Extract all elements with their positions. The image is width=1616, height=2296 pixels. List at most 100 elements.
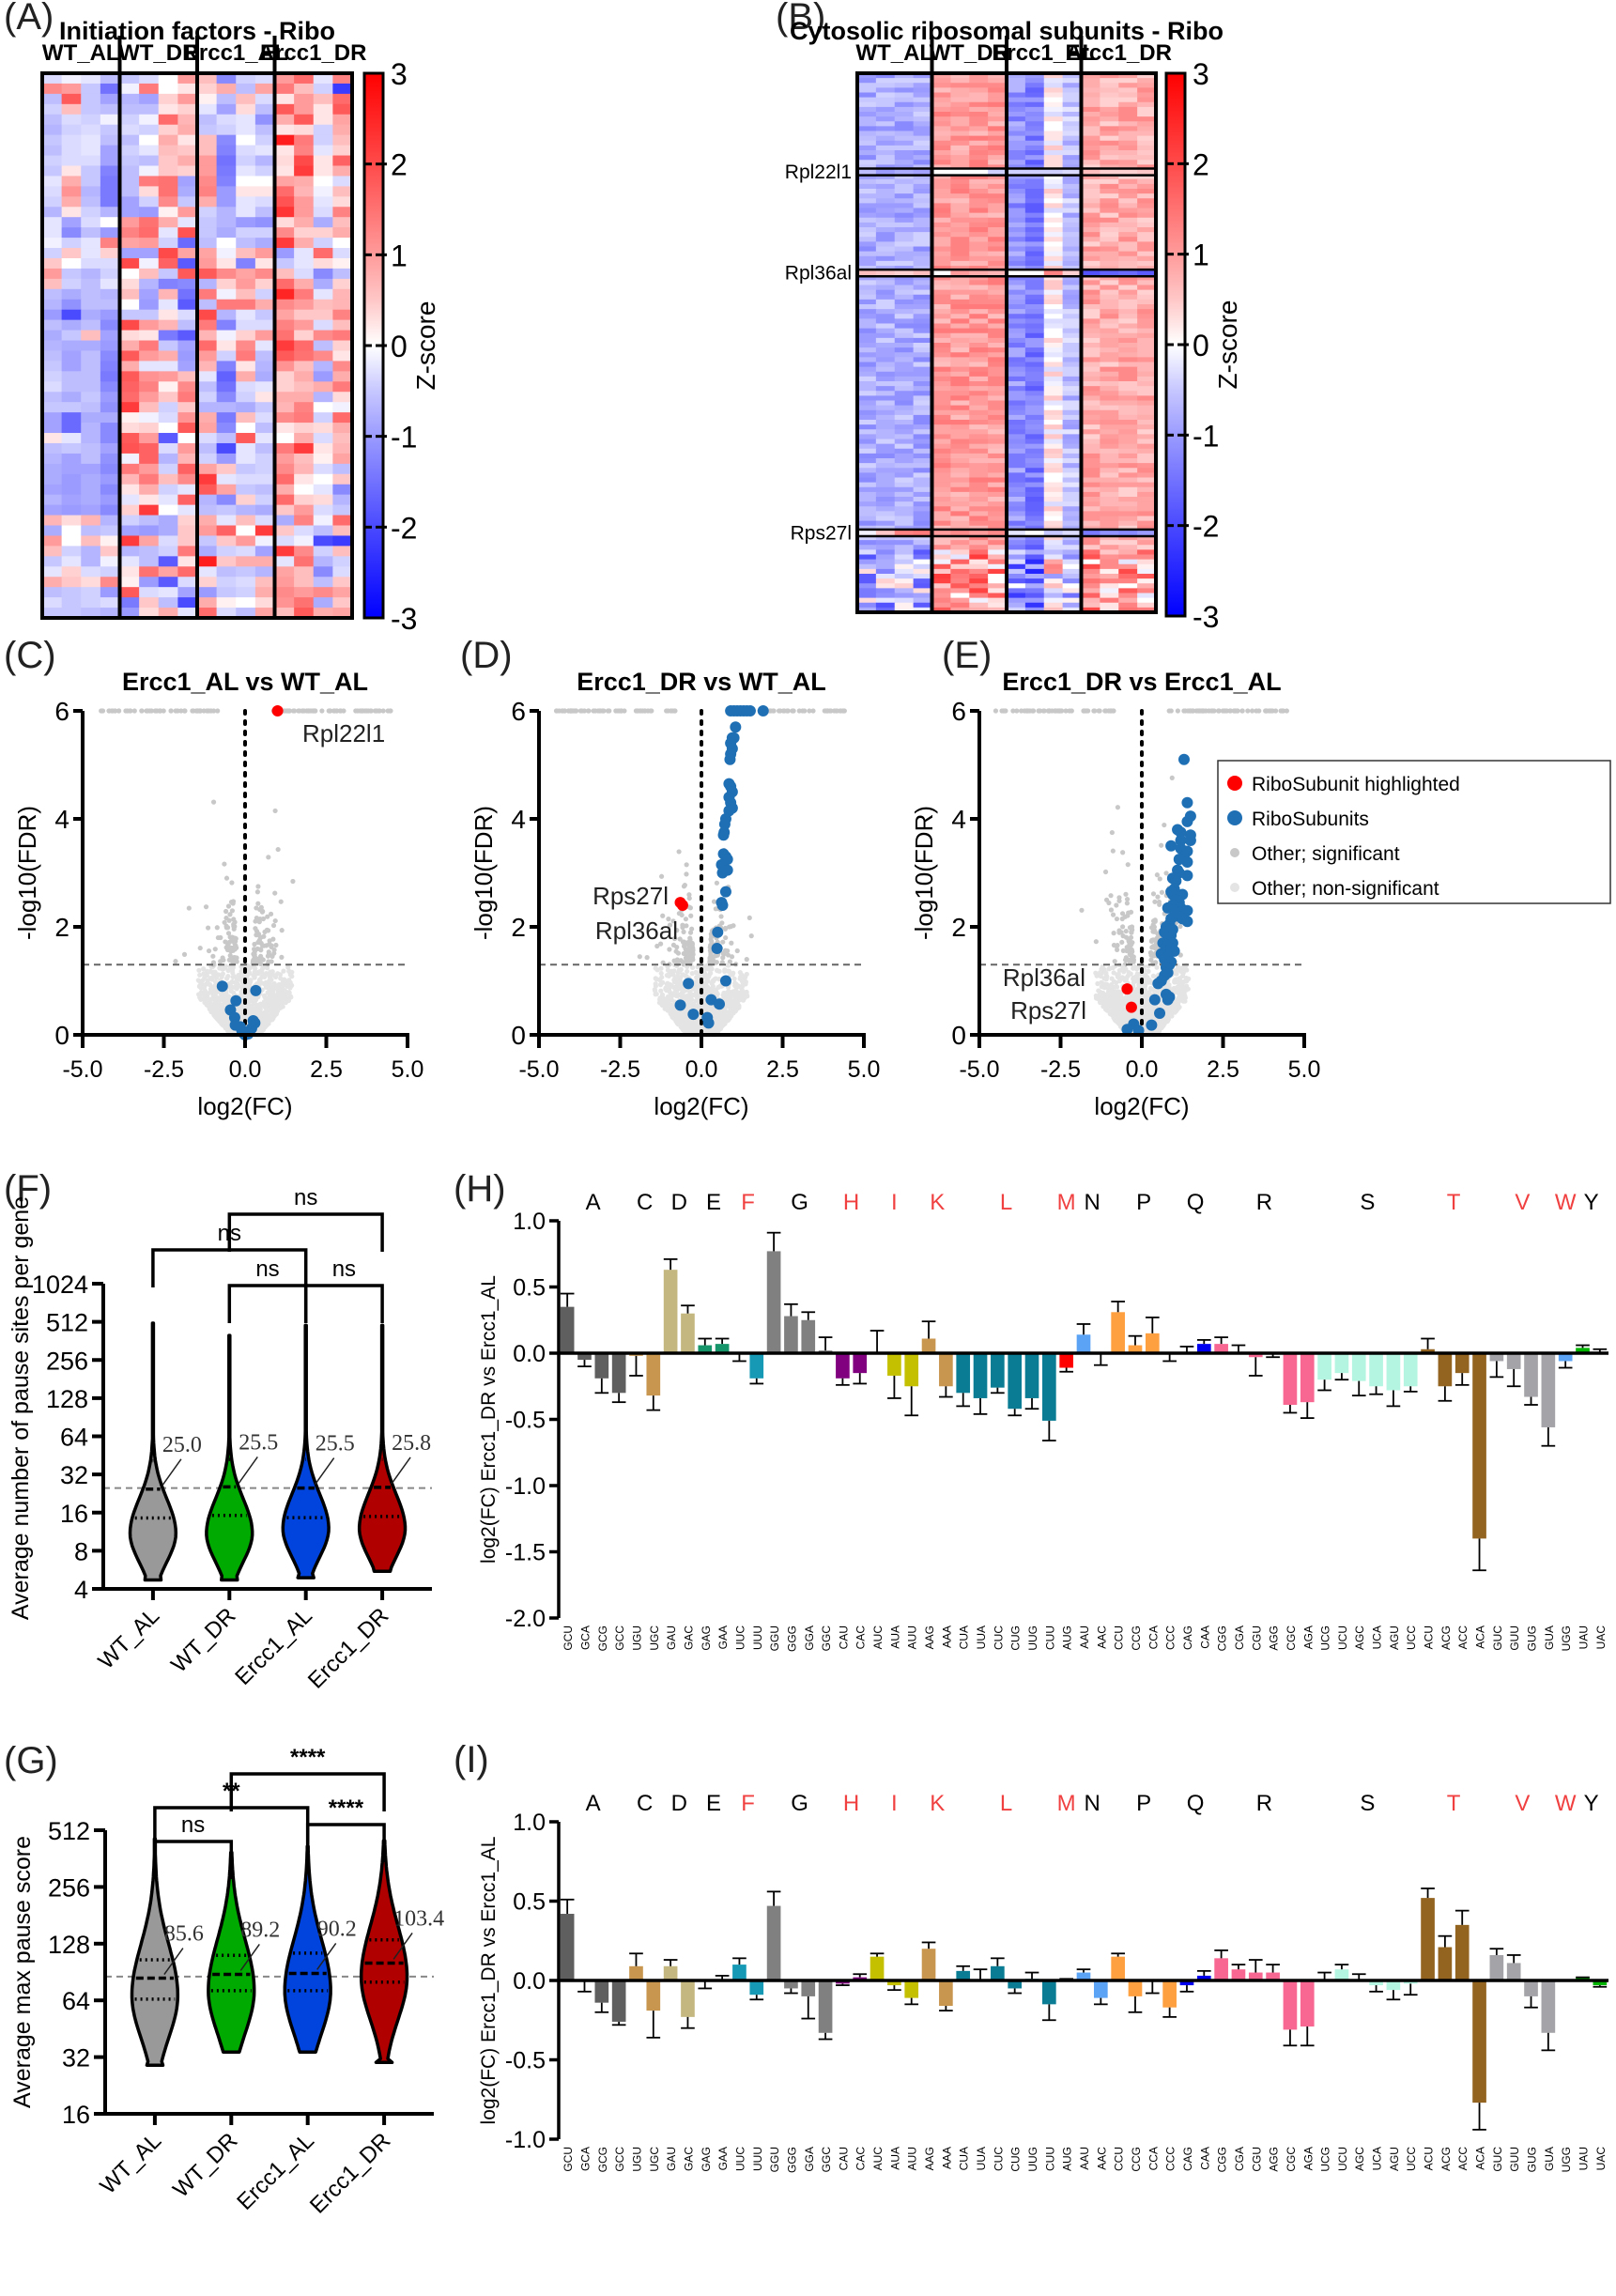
heatmap-cell	[332, 248, 353, 259]
heatmap-cell	[294, 93, 315, 105]
heatmap-cell	[1081, 554, 1100, 561]
point-other-significant	[223, 945, 229, 950]
heatmap-cell	[139, 227, 160, 239]
heatmap-cell	[158, 412, 178, 424]
heatmap-cell	[1081, 597, 1100, 604]
heatmap-cell	[1137, 559, 1157, 565]
heatmap-cell	[332, 319, 353, 331]
heatmap-cell	[1081, 241, 1100, 248]
heatmap-cell	[216, 248, 237, 259]
point-other-nonsignificant	[219, 974, 224, 979]
heatmap-cell	[177, 238, 198, 249]
heatmap-cell	[1081, 155, 1100, 161]
heatmap-cell	[1100, 78, 1119, 84]
heatmap-cell	[1043, 516, 1064, 522]
heatmap-cell	[177, 217, 198, 228]
heatmap-cell	[1043, 266, 1064, 271]
heatmap-cell	[1062, 525, 1083, 532]
heatmap-cell	[177, 350, 198, 362]
point-other-significant	[253, 926, 258, 932]
heatmap-cell	[1062, 97, 1083, 103]
heatmap-cell	[61, 103, 82, 116]
heatmap-cell	[313, 546, 333, 557]
heatmap-cell	[1007, 155, 1026, 161]
heatmap-cell	[950, 178, 970, 185]
heatmap-cell	[177, 608, 198, 619]
heatmap-cell	[254, 350, 276, 362]
heatmap-cell	[42, 442, 63, 455]
heatmap-cell	[894, 318, 915, 325]
heatmap-cell	[1081, 468, 1100, 473]
heatmap-cell	[100, 299, 121, 311]
heatmap-cell	[100, 350, 121, 362]
heatmap-cell	[1118, 116, 1138, 122]
heatmap-cell	[931, 477, 951, 484]
heatmap-cell	[1118, 395, 1138, 402]
heatmap-cell	[1100, 583, 1119, 589]
heatmap-cell	[100, 278, 121, 290]
heatmap-cell	[913, 448, 933, 455]
heatmap-cell	[158, 504, 178, 516]
heatmap-cell	[100, 330, 121, 342]
heatmap-cell	[158, 392, 178, 403]
heatmap-cell	[274, 227, 295, 239]
heatmap-cell	[158, 134, 178, 146]
heatmap-cell	[1118, 328, 1138, 334]
heatmap-cell	[894, 545, 915, 550]
heatmap-cell	[969, 371, 989, 378]
heatmap-cell	[931, 371, 951, 378]
heatmap-cell	[1062, 468, 1083, 473]
heatmap-cell	[42, 257, 63, 270]
heatmap-cell	[1137, 270, 1157, 276]
heatmap-cell	[931, 391, 951, 396]
heatmap-cell	[158, 257, 178, 270]
heatmap-cell	[894, 588, 915, 594]
heatmap-cell	[969, 328, 989, 334]
heatmap-cell	[254, 309, 276, 321]
heatmap-cell	[1043, 92, 1064, 99]
heatmap-cell	[950, 530, 970, 536]
heatmap-cell	[950, 131, 970, 137]
heatmap-cell	[1007, 309, 1026, 315]
heatmap-cell	[1081, 208, 1100, 214]
heatmap-cell	[1024, 602, 1045, 609]
heatmap-cell	[988, 116, 1008, 122]
heatmap-cell	[158, 83, 178, 95]
heatmap-cell	[216, 577, 237, 588]
heatmap-cell	[1024, 251, 1045, 257]
point-other-significant	[291, 708, 298, 714]
heatmap-cell	[988, 150, 1008, 156]
heatmap-cell	[100, 392, 121, 403]
heatmap-cell	[1062, 583, 1083, 589]
heatmap-cell	[42, 494, 63, 506]
heatmap-cell	[857, 535, 877, 541]
heatmap-cell	[1043, 150, 1064, 156]
panel-label-b: (B)	[776, 0, 826, 38]
heatmap-cell	[1137, 424, 1157, 430]
heatmap-cell	[236, 248, 256, 259]
heatmap-cell	[1007, 420, 1026, 425]
heatmap-cell	[1081, 309, 1100, 315]
heatmap-cell	[857, 337, 877, 344]
heatmap-cell	[1024, 588, 1045, 594]
heatmap-cell	[857, 482, 877, 488]
heatmap-cell	[274, 494, 295, 506]
heatmap-cell	[913, 602, 933, 609]
heatmap-cell	[1100, 414, 1119, 421]
heatmap-cell	[913, 497, 933, 502]
heatmap-cell	[1062, 554, 1083, 561]
heatmap-cell	[1024, 525, 1045, 532]
heatmap-cell	[875, 92, 896, 99]
heatmap-cell	[294, 423, 315, 434]
heatmap-cell	[313, 165, 333, 177]
heatmap-cell	[894, 400, 915, 407]
heatmap-cell	[216, 566, 237, 578]
heatmap-cell	[313, 423, 333, 434]
heatmap-cell	[1043, 189, 1064, 194]
heatmap-cell	[913, 275, 933, 281]
heatmap-cell	[950, 578, 970, 584]
heatmap-cell	[1062, 178, 1083, 185]
heatmap-cell	[1007, 208, 1026, 214]
heatmap-cell	[313, 124, 333, 136]
heatmap-cell	[332, 484, 353, 496]
